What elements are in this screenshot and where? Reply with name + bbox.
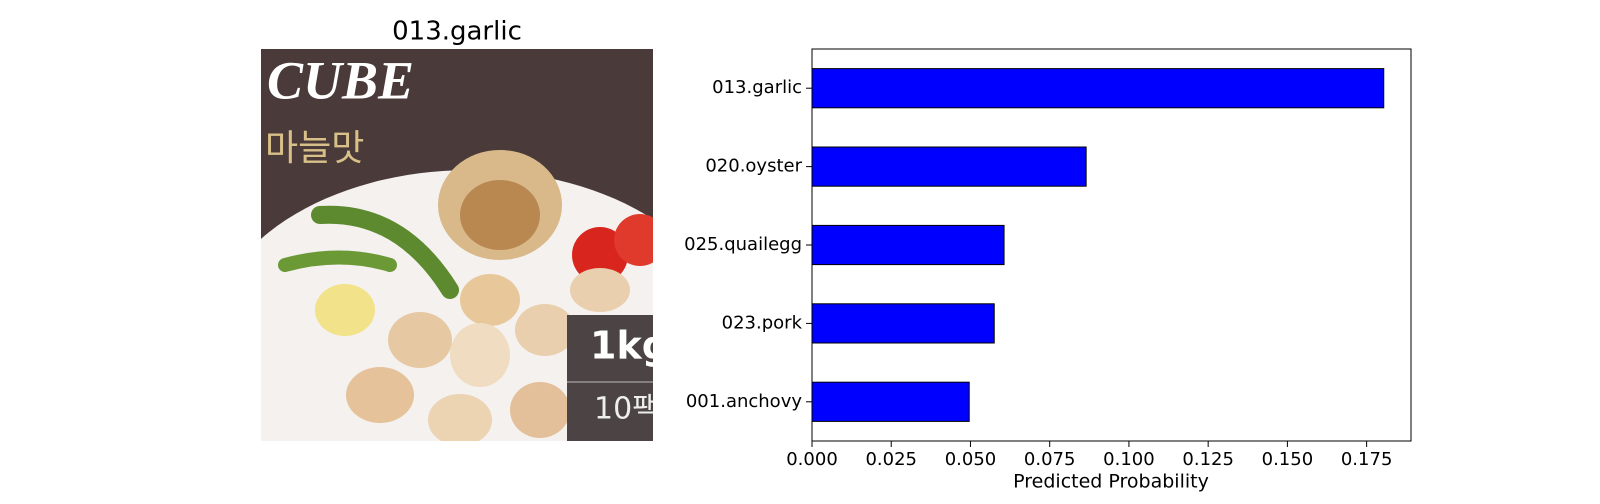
x-tick-label: 0.075 bbox=[1024, 449, 1076, 470]
x-tick-label: 0.050 bbox=[945, 449, 997, 470]
x-tick-label: 0.000 bbox=[786, 449, 838, 470]
x-tick-label: 0.100 bbox=[1103, 449, 1155, 470]
bar bbox=[811, 224, 1005, 266]
photo-text: 마늘맛 bbox=[265, 128, 364, 169]
y-tick-label: 001.anchovy bbox=[686, 391, 802, 412]
bar bbox=[811, 303, 995, 344]
y-tick-label: 023.pork bbox=[722, 312, 803, 333]
bar bbox=[811, 68, 1385, 109]
food-photo: CUBE 마늘맛 1kg 10팩 bbox=[261, 49, 669, 441]
photo-text: 1kg bbox=[590, 324, 669, 368]
image-title: 013.garlic bbox=[392, 17, 522, 47]
x-tick-label: 0.025 bbox=[865, 449, 917, 470]
x-axis-label: Predicted Probability bbox=[1013, 471, 1209, 493]
x-tick-label: 0.150 bbox=[1262, 449, 1314, 470]
photo-text: 10팩 bbox=[594, 392, 660, 427]
x-tick-label: 0.175 bbox=[1341, 449, 1393, 470]
y-tick-label: 020.oyster bbox=[705, 156, 802, 177]
y-tick-label: 013.garlic bbox=[712, 77, 802, 98]
x-tick-label: 0.125 bbox=[1182, 449, 1234, 470]
bar bbox=[811, 381, 970, 422]
y-tick-label: 025.quailegg bbox=[684, 234, 802, 255]
bar bbox=[811, 146, 1087, 187]
photo-text: CUBE bbox=[267, 50, 414, 110]
